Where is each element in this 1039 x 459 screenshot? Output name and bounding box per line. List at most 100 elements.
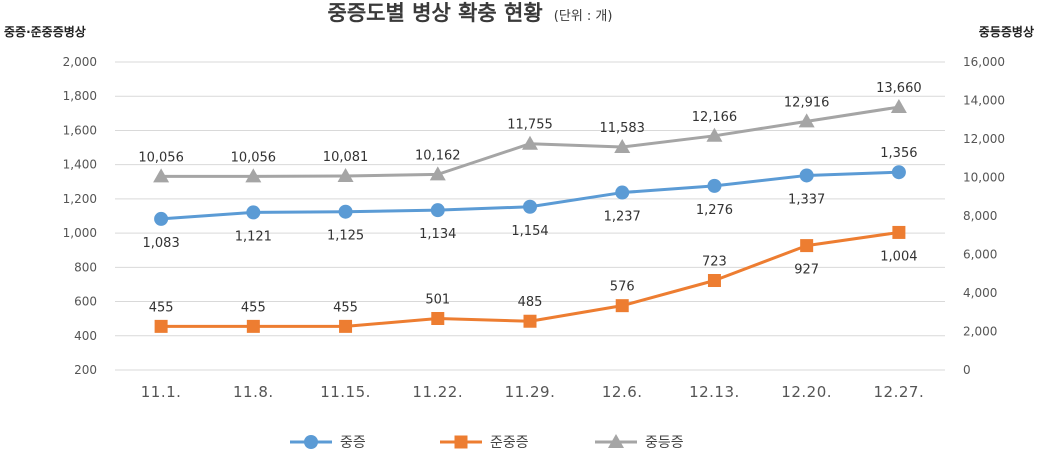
data-point: [429, 166, 446, 181]
data-label: 1,121: [235, 229, 272, 244]
x-tick-label: 11.15.: [320, 383, 371, 401]
series-line: [161, 230, 900, 328]
data-label: 10,162: [415, 148, 461, 163]
right-axis-title: 중등증병상: [979, 24, 1034, 39]
data-point: [707, 274, 721, 288]
data-point: [454, 435, 468, 449]
data-point: [615, 185, 630, 200]
data-point: [431, 311, 445, 325]
x-tick-label: 12.27.: [874, 383, 925, 401]
data-label: 455: [149, 300, 174, 315]
data-label: 1,134: [419, 227, 456, 242]
data-point: [154, 211, 169, 226]
data-label: 1,125: [327, 229, 364, 244]
data-point: [246, 205, 261, 220]
data-point: [523, 314, 537, 328]
data-label: 12,166: [692, 110, 738, 125]
data-label: 455: [241, 300, 266, 315]
data-point: [522, 135, 538, 150]
data-point: [707, 178, 722, 193]
data-point: [304, 435, 318, 449]
x-tick-label: 11.1.: [141, 383, 182, 401]
right-tick-label: 12,000: [963, 132, 1005, 146]
right-tick-label: 0: [963, 363, 971, 377]
right-tick-label: 6,000: [963, 248, 997, 262]
left-tick-label: 1,600: [63, 123, 97, 137]
x-tick-label: 11.29.: [505, 383, 556, 401]
data-point: [337, 167, 354, 182]
data-point: [706, 127, 723, 142]
data-label: 1,083: [143, 236, 180, 251]
right-tick-label: 4,000: [963, 286, 997, 300]
right-tick-label: 10,000: [963, 171, 1005, 185]
data-label: 723: [702, 255, 727, 270]
right-tick-label: 14,000: [963, 94, 1005, 108]
data-point: [890, 99, 907, 114]
left-tick-label: 1,200: [63, 192, 97, 206]
left-tick-label: 800: [74, 260, 97, 274]
x-tick-label: 12.13.: [689, 383, 740, 401]
x-tick-label: 12.20.: [781, 383, 832, 401]
data-label: 1,337: [788, 192, 825, 207]
left-tick-label: 400: [74, 329, 97, 343]
left-tick-label: 600: [74, 295, 97, 309]
data-label: 485: [518, 295, 543, 310]
right-tick-label: 2,000: [963, 325, 997, 339]
x-tick-label: 11.22.: [412, 383, 463, 401]
left-axis-title: 중증·준중증병상: [4, 24, 86, 39]
legend: 중증 준중증 중등증: [290, 434, 684, 451]
data-label: 576: [610, 280, 635, 295]
legend-label: 중등증: [645, 435, 684, 451]
data-label: 10,056: [231, 150, 277, 165]
data-point: [153, 168, 170, 183]
data-label: 927: [794, 263, 819, 278]
data-label: 11,755: [507, 118, 553, 133]
left-tick-label: 1,000: [63, 226, 97, 240]
data-point: [798, 113, 815, 128]
left-tick-label: 2,000: [63, 55, 97, 69]
x-tick-label: 11.8.: [233, 383, 274, 401]
left-axis-ticks: 200 400 600 800 1,000 1,200 1,400 1,600 1,800 2,0…: [63, 55, 97, 377]
data-label: 1,154: [511, 224, 548, 239]
data-point: [891, 165, 906, 180]
data-point: [892, 225, 906, 239]
right-tick-label: 16,000: [963, 55, 1005, 69]
data-point: [608, 434, 624, 448]
data-label: 11,583: [599, 121, 645, 136]
x-tick-label: 12.6.: [602, 383, 643, 401]
x-axis-ticks: 11.1. 11.8. 11.15. 11.22. 11.29. 12.6. 12.13. 1…: [141, 383, 924, 401]
series-group: 1,083 1,121 1,125 1,134 1,154 1,237 1,276 1,337…: [138, 81, 922, 333]
data-label: 1,276: [696, 203, 733, 218]
left-tick-label: 1,400: [63, 158, 97, 172]
chart-title-unit: (단위 : 개): [554, 9, 613, 24]
data-point: [245, 168, 262, 183]
right-tick-label: 8,000: [963, 209, 997, 223]
data-label: 12,916: [784, 95, 830, 110]
data-label: 1,237: [604, 210, 641, 225]
gridlines: [115, 61, 945, 371]
data-point: [614, 139, 631, 154]
data-point: [338, 204, 353, 219]
data-label: 10,056: [138, 150, 184, 165]
data-point: [246, 319, 260, 333]
chart-title-main: 중증도별 병상 확충 현황: [328, 1, 543, 25]
left-tick-label: 200: [74, 363, 97, 377]
data-point: [339, 319, 353, 333]
data-point: [615, 299, 629, 313]
data-label: 10,081: [323, 150, 369, 165]
data-point: [800, 239, 814, 253]
left-tick-label: 1,800: [63, 89, 97, 103]
data-point: [430, 203, 445, 218]
data-label: 501: [425, 292, 450, 307]
legend-label: 중증: [340, 435, 366, 451]
chart-title: 중증도별 병상 확충 현황 (단위 : 개): [328, 1, 613, 25]
data-label: 455: [333, 300, 358, 315]
data-point: [154, 319, 168, 333]
data-label: 1,004: [880, 249, 917, 264]
data-label: 13,660: [876, 81, 922, 96]
legend-label: 준중증: [490, 435, 529, 451]
data-label: 1,356: [880, 146, 917, 161]
data-point: [523, 199, 537, 214]
data-point: [799, 168, 814, 183]
